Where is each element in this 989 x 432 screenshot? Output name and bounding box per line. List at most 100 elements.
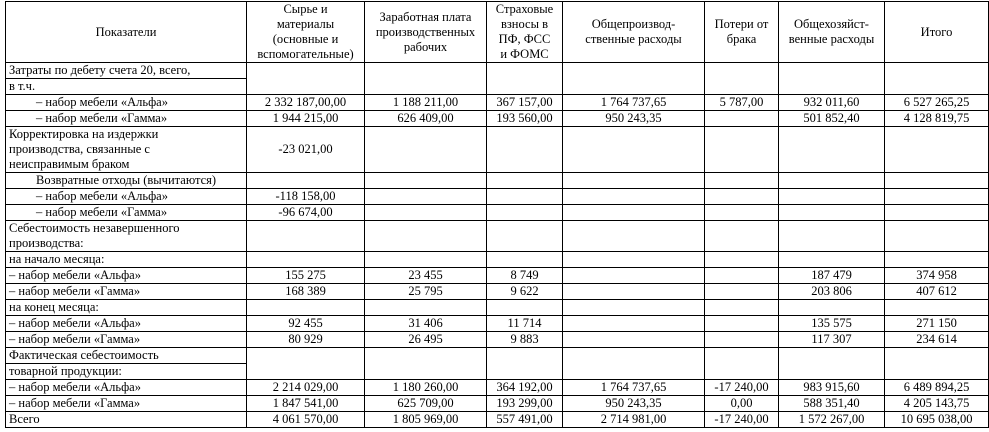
cell-overhead-production <box>562 126 705 173</box>
cell-overhead-general <box>778 299 885 316</box>
cell-total <box>884 204 989 221</box>
cell-overhead-general <box>778 126 885 173</box>
cell-overhead-production <box>562 220 705 252</box>
cell-total: 6 527 265,25 <box>884 94 989 111</box>
cell-wages: 1 188 211,00 <box>364 94 487 111</box>
table-row: товарной продукции: <box>5 363 989 380</box>
column-header-indicators: Показатели <box>5 1 247 63</box>
cell-wages: 1 180 260,00 <box>364 379 487 396</box>
table-row: – набор мебели «Гамма» 80 929 26 495 9 883 1… <box>5 331 989 348</box>
cell-insurance <box>486 188 563 205</box>
cell-defect-losses <box>704 126 779 173</box>
cell-insurance <box>486 172 563 189</box>
cell-defect-losses <box>704 347 779 380</box>
cell-raw-materials: 1 944 215,00 <box>246 110 365 127</box>
row-label: Себестоимость незавершенного производств… <box>5 220 247 252</box>
table-row: – набор мебели «Альфа» 92 455 31 406 11 714… <box>5 315 989 332</box>
table-row: Всего 4 061 570,00 1 805 969,00 557 491,00 2… <box>5 411 989 428</box>
cost-table: Показатели Сырье и материалы (основные и … <box>5 1 989 428</box>
cell-overhead-production <box>562 204 705 221</box>
cell-defect-losses <box>704 315 779 332</box>
table-row: – набор мебели «Гамма» 1 847 541,00 625 70… <box>5 395 989 412</box>
column-header-overhead-production: Общепроизвод- ственные расходы <box>562 1 705 63</box>
cell-insurance: 557 491,00 <box>486 411 563 428</box>
column-header-defect-losses: Потери от брака <box>704 1 779 63</box>
cell-overhead-general <box>778 172 885 189</box>
cell-total <box>884 299 989 316</box>
cell-defect-losses <box>704 283 779 300</box>
cell-defect-losses <box>704 331 779 348</box>
row-label: на конец месяца: <box>5 299 247 316</box>
cell-wages: 31 406 <box>364 315 487 332</box>
table-row: – набор мебели «Гамма» 1 944 215,00 626 40… <box>5 110 989 127</box>
row-label: – набор мебели «Гамма» <box>5 283 247 300</box>
cell-total: 10 695 038,00 <box>884 411 989 428</box>
cell-overhead-general: 135 575 <box>778 315 885 332</box>
cell-total: 4 205 143,75 <box>884 395 989 412</box>
cell-defect-losses <box>704 188 779 205</box>
cell-insurance: 9 622 <box>486 283 563 300</box>
cell-defect-losses <box>704 204 779 221</box>
cell-overhead-production <box>562 172 705 189</box>
cell-overhead-general <box>778 62 885 95</box>
cell-defect-losses <box>704 110 779 127</box>
cell-raw-materials <box>246 62 365 95</box>
cell-total: 374 958 <box>884 267 989 284</box>
cell-total <box>884 251 989 268</box>
cell-wages <box>364 299 487 316</box>
table-row: на конец месяца: <box>5 299 989 316</box>
cell-overhead-production <box>562 267 705 284</box>
cell-overhead-production: 2 714 981,00 <box>562 411 705 428</box>
cell-overhead-production <box>562 62 705 95</box>
cell-total: 271 150 <box>884 315 989 332</box>
cell-raw-materials <box>246 172 365 189</box>
cell-overhead-production: 1 764 737,65 <box>562 379 705 396</box>
cell-raw-materials: 2 214 029,00 <box>246 379 365 396</box>
row-label: – набор мебели «Альфа» <box>5 188 247 205</box>
column-header-insurance: Страховые взносы в ПФ, ФСС и ФОМС <box>486 1 563 63</box>
cell-overhead-general: 203 806 <box>778 283 885 300</box>
cell-insurance: 193 560,00 <box>486 110 563 127</box>
row-label: – набор мебели «Альфа» <box>5 94 247 111</box>
cell-overhead-production: 950 243,35 <box>562 110 705 127</box>
cell-insurance <box>486 126 563 173</box>
cell-raw-materials: 80 929 <box>246 331 365 348</box>
row-label: – набор мебели «Альфа» <box>5 379 247 396</box>
cell-wages: 626 409,00 <box>364 110 487 127</box>
row-label: – набор мебели «Альфа» <box>5 267 247 284</box>
cell-defect-losses <box>704 299 779 316</box>
cell-insurance <box>486 347 563 380</box>
cell-insurance <box>486 220 563 252</box>
cell-overhead-general: 1 572 267,00 <box>778 411 885 428</box>
table-row: Затраты по дебету счета 20, всего, <box>5 62 989 95</box>
cell-wages <box>364 220 487 252</box>
cell-defect-losses <box>704 172 779 189</box>
cell-total <box>884 62 989 95</box>
cell-overhead-general: 117 307 <box>778 331 885 348</box>
cell-wages <box>364 172 487 189</box>
cell-total: 4 128 819,75 <box>884 110 989 127</box>
cell-raw-materials: 155 275 <box>246 267 365 284</box>
cell-raw-materials: -23 021,00 <box>246 126 365 173</box>
cell-wages <box>364 62 487 95</box>
cell-raw-materials <box>246 251 365 268</box>
table-row: – набор мебели «Альфа» 2 332 187,00,00 1 1… <box>5 94 989 111</box>
table-row: – набор мебели «Гамма» 168 389 25 795 9 622… <box>5 283 989 300</box>
column-header-total: Итого <box>884 1 989 63</box>
cell-overhead-production <box>562 331 705 348</box>
table-header: Показатели Сырье и материалы (основные и … <box>5 1 989 63</box>
cell-insurance: 8 749 <box>486 267 563 284</box>
cell-overhead-production <box>562 315 705 332</box>
cell-defect-losses: -17 240,00 <box>704 411 779 428</box>
cell-defect-losses: 5 787,00 <box>704 94 779 111</box>
cell-raw-materials <box>246 299 365 316</box>
cell-wages <box>364 347 487 380</box>
table-row: Корректировка на издержки производства, … <box>5 126 989 173</box>
cell-total: 6 489 894,25 <box>884 379 989 396</box>
cell-insurance: 9 883 <box>486 331 563 348</box>
column-header-raw-materials: Сырье и материалы (основные и вспомогате… <box>246 1 365 63</box>
cell-defect-losses: 0,00 <box>704 395 779 412</box>
cell-total <box>884 347 989 380</box>
cell-insurance <box>486 251 563 268</box>
cell-overhead-general <box>778 220 885 252</box>
